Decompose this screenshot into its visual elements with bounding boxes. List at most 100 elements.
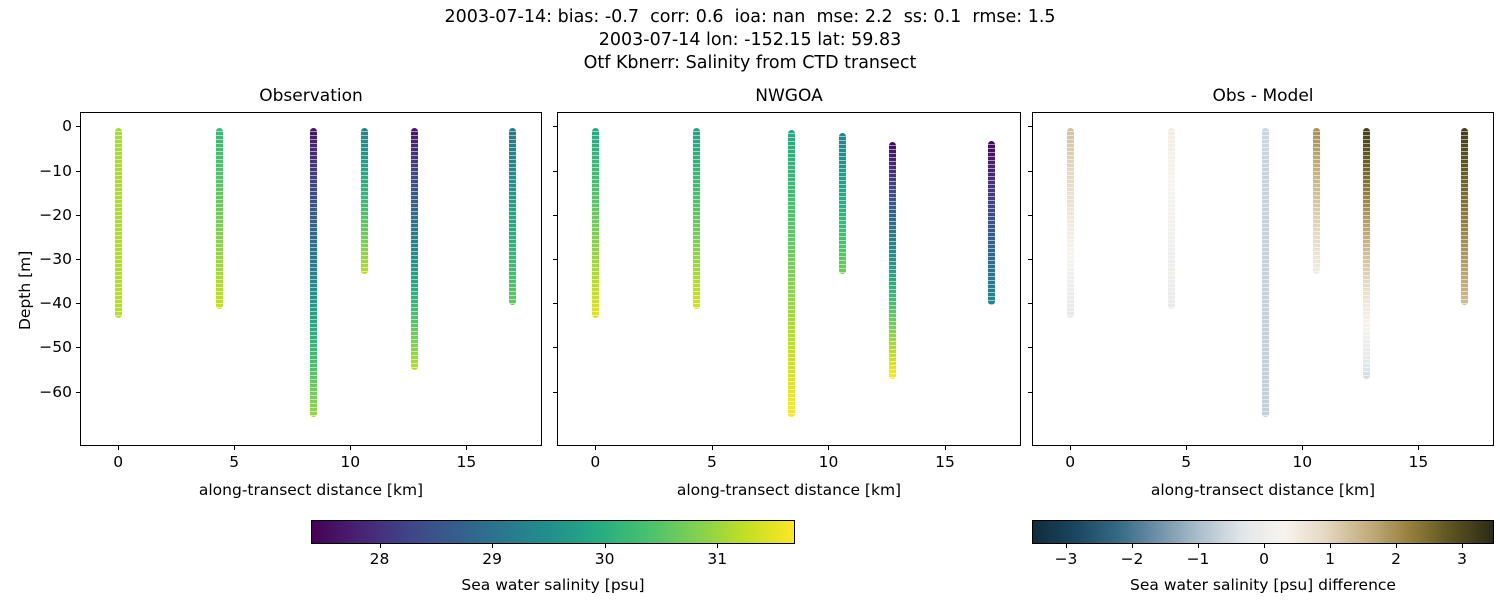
y-tick	[1028, 170, 1033, 172]
x-tick-label: 15	[456, 453, 477, 471]
profile-column	[1461, 128, 1469, 305]
x-tick	[1070, 445, 1072, 450]
profile-sample-dots	[889, 141, 897, 380]
y-tick	[76, 126, 81, 128]
plot-panel-observation: Observation 0 5 10 15 0 −10 −20 −30 −40 −50 −60 alon…	[39, 86, 542, 499]
panel-title-obs-minus-model: Obs - Model	[1212, 86, 1314, 106]
x-axis-label: along-transect distance [km]	[198, 481, 424, 499]
colorbar-tick	[1198, 543, 1199, 548]
x-tick	[1186, 445, 1188, 450]
profile-column	[591, 128, 599, 319]
x-tick-label: 5	[1181, 453, 1192, 471]
x-tick-label: 10	[1292, 453, 1313, 471]
x-axis-label: along-transect distance [km]	[1150, 481, 1376, 499]
profile-sample-dots	[1312, 128, 1320, 275]
colorbar-tick	[379, 543, 381, 548]
y-tick-label: 0	[62, 117, 72, 136]
colorbar-tick-label: 3	[1457, 550, 1467, 568]
y-tick-label: −10	[39, 161, 72, 180]
profile-column	[1312, 128, 1320, 275]
profile-sample-dots	[591, 128, 599, 319]
y-tick	[1028, 347, 1033, 349]
plot-panel-nwgoa: NWGOA 0 5 10 15 along-transect distance [km]	[553, 86, 1021, 499]
x-tick-label: 5	[706, 453, 717, 471]
profile-column	[215, 127, 223, 309]
colorbar-tick-label: 29	[482, 550, 502, 568]
colorbar-tick-label: 30	[594, 550, 615, 568]
profile-column	[1261, 127, 1269, 418]
profile-column	[114, 128, 122, 319]
colorbar-tick-label: 2	[1391, 550, 1401, 568]
y-tick	[553, 258, 558, 260]
colorbar-tick-label: 31	[707, 550, 728, 568]
x-tick	[350, 445, 352, 450]
x-tick	[118, 445, 120, 450]
profile-sample-dots	[1362, 127, 1370, 380]
profile-sample-dots	[988, 141, 996, 305]
x-tick-label: 0	[113, 453, 124, 471]
colorbar-tick-label: −2	[1120, 550, 1144, 568]
y-tick-label: −40	[39, 294, 72, 313]
colorbar-tick-label: 28	[369, 550, 390, 568]
profile-sample-dots	[1066, 128, 1074, 319]
colorbar-tick	[717, 543, 719, 548]
y-tick-label: −60	[39, 382, 72, 401]
y-tick	[553, 347, 558, 349]
y-tick-label: −20	[39, 205, 72, 224]
x-tick	[945, 445, 947, 450]
profile-column	[889, 141, 897, 380]
profile-column	[693, 127, 701, 309]
y-tick	[76, 303, 81, 305]
profile-sample-dots	[114, 128, 122, 319]
y-tick	[553, 303, 558, 305]
colorbar-tick-label: −3	[1054, 550, 1078, 568]
x-tick	[1418, 445, 1420, 450]
colorbar-salinity: 28 29 30 31 Sea water salinity [psu]	[311, 520, 795, 594]
profile-sample-dots	[509, 128, 517, 305]
colorbar-tick	[1132, 543, 1133, 548]
profile-sample-dots	[693, 127, 701, 309]
plot-panel-obs-minus-model: Obs - Model 0 5 10 15 along-transect distance…	[1028, 86, 1494, 499]
colorbar-tick-label: −1	[1186, 550, 1210, 568]
profile-column	[360, 128, 368, 275]
profile-sample-dots	[215, 127, 223, 309]
y-tick	[76, 170, 81, 172]
figure-title-line-2: 2003-07-14 lon: -152.15 lat: 59.83	[598, 30, 902, 50]
x-tick-label: 10	[340, 453, 361, 471]
profile-column	[838, 133, 846, 275]
profile-sample-dots	[838, 133, 846, 275]
colorbar-tick	[1066, 543, 1067, 548]
x-tick	[828, 445, 830, 450]
y-tick-label: −50	[39, 338, 72, 357]
y-tick	[76, 347, 81, 349]
profile-sample-dots	[1167, 127, 1175, 309]
plot-area-observation	[81, 113, 541, 445]
panel-title-observation: Observation	[259, 86, 363, 106]
x-tick-label: 5	[229, 453, 240, 471]
x-tick-label: 15	[1408, 453, 1429, 471]
profile-sample-dots	[787, 130, 795, 418]
profile-column	[1066, 128, 1074, 319]
profile-sample-dots	[1461, 128, 1469, 305]
colorbar-label: Sea water salinity [psu]	[461, 576, 645, 594]
plot-area-obs-minus-model	[1033, 113, 1493, 445]
y-axis-label: Depth [m]	[16, 250, 34, 330]
x-axis-label: along-transect distance [km]	[676, 481, 902, 499]
y-tick	[553, 391, 558, 393]
y-tick-label: −30	[39, 249, 72, 268]
profile-sample-dots	[309, 127, 317, 418]
figure-title: 2003-07-14: bias: -0.7 corr: 0.6 ioa: na…	[0, 6, 1500, 75]
profile-column	[988, 141, 996, 305]
y-tick	[76, 258, 81, 260]
profile-sample-dots	[1261, 127, 1269, 418]
colorbar-tick-label: 0	[1259, 550, 1269, 568]
y-tick	[1028, 303, 1033, 305]
y-tick	[553, 214, 558, 216]
y-tick	[1028, 126, 1033, 128]
x-tick-label: 10	[818, 453, 839, 471]
colorbar-tick	[1330, 543, 1331, 548]
panel-title-nwgoa: NWGOA	[755, 86, 823, 106]
profile-sample-dots	[410, 127, 418, 371]
figure-title-line-1: 2003-07-14: bias: -0.7 corr: 0.6 ioa: na…	[444, 7, 1056, 27]
